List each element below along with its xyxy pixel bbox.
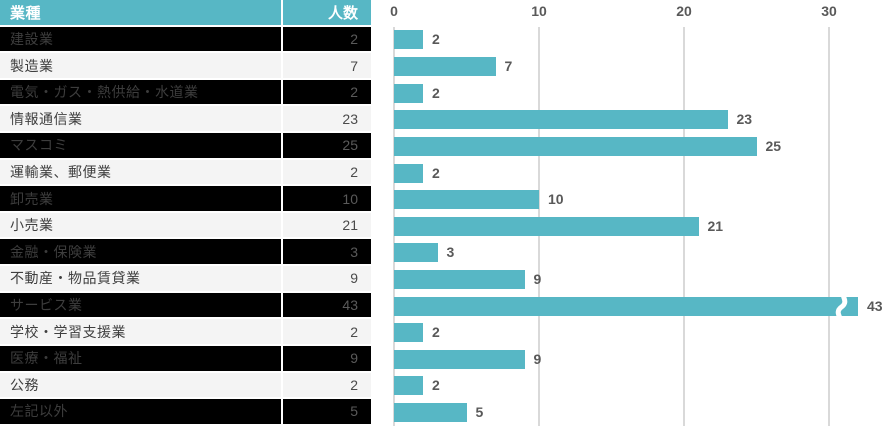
table-row: 左記以外 5 [0, 399, 371, 426]
industry-table: 業種 人数 建設業 2 製造業 7 電気・ガス・熱供給・水道業 2 情報通信業 23 マスコミ 2… [0, 0, 371, 426]
count-cell: 21 [342, 217, 358, 234]
bar [394, 190, 539, 210]
bar-value-label: 9 [533, 271, 542, 287]
gridline [828, 26, 830, 426]
table-row: 小売業 21 [0, 212, 371, 240]
count-cell: 7 [350, 57, 358, 74]
bar [394, 216, 699, 236]
count-cell: 3 [350, 243, 358, 260]
bar [394, 30, 423, 50]
count-cell: 2 [350, 84, 358, 101]
bar-value-label: 23 [736, 111, 753, 128]
bar-value-label: 7 [504, 58, 513, 75]
count-cell: 2 [350, 163, 358, 180]
table-row: サービス業 43 [0, 292, 371, 320]
axis-break-icon [832, 283, 856, 335]
table-row: マスコミ 25 [0, 133, 371, 160]
industry-cell: 電気・ガス・熱供給・水道業 [0, 79, 283, 105]
bar [394, 136, 757, 156]
count-cell: 23 [342, 110, 358, 127]
table-row: 電気・ガス・熱供給・水道業 2 [0, 79, 371, 107]
bar-value-label: 9 [533, 350, 542, 367]
table-row: 卸売業 10 [0, 186, 371, 213]
industry-cell: 小売業 [0, 212, 283, 238]
count-cell: 43 [342, 297, 358, 313]
bar-value-label: 2 [432, 84, 440, 101]
bar [394, 243, 438, 263]
table-row: 建設業 2 [0, 26, 371, 54]
table-row: 運輸業、郵便業 2 [0, 159, 371, 187]
bar [394, 323, 423, 343]
bar [394, 349, 525, 369]
bar [394, 270, 525, 289]
table-row: 学校・学習支援業 2 [0, 319, 371, 346]
column-header-count: 人数 [327, 4, 358, 22]
table-row: 公務 2 [0, 372, 371, 400]
bar-value-label: 5 [475, 404, 484, 421]
industry-cell: 金融・保険業 [0, 239, 283, 265]
bar [394, 376, 423, 396]
bar-value-label: 3 [446, 244, 455, 261]
table-body: 建設業 2 製造業 7 電気・ガス・熱供給・水道業 2 情報通信業 23 マスコミ 25 運輸業、郵… [0, 26, 371, 426]
industry-cell: 学校・学習支援業 [0, 319, 283, 344]
bar [394, 403, 467, 423]
count-cell: 9 [350, 270, 358, 287]
count-cell: 2 [350, 30, 358, 47]
table-row: 製造業 7 [0, 53, 371, 80]
bar-value-label: 2 [432, 31, 440, 48]
bar-value-label: 10 [548, 191, 564, 208]
bar-value-label: 2 [432, 324, 440, 341]
bar-value-label: 25 [765, 137, 782, 154]
bar-value-label: 2 [432, 164, 440, 181]
bar [394, 110, 728, 130]
count-cell: 10 [342, 190, 358, 207]
table-row: 情報通信業 23 [0, 106, 371, 134]
industry-cell: 建設業 [0, 26, 283, 52]
industry-cell: 運輸業、郵便業 [0, 159, 283, 185]
industry-cell: 卸売業 [0, 186, 283, 211]
industry-cell: マスコミ [0, 133, 283, 158]
industry-cell: 製造業 [0, 53, 283, 78]
industry-cell: サービス業 [0, 292, 283, 318]
industry-cell: 情報通信業 [0, 106, 283, 132]
bar [394, 57, 496, 77]
x-tick-label: 20 [676, 3, 692, 19]
count-cell: 25 [342, 137, 358, 154]
bar-value-label: 43 [867, 297, 883, 314]
column-header-industry: 業種 [0, 0, 283, 25]
table-row: 医療・福祉 9 [0, 345, 371, 373]
table-row: 金融・保険業 3 [0, 239, 371, 267]
x-tick-label: 0 [390, 3, 398, 19]
count-cell: 9 [350, 350, 358, 367]
x-tick-label: 10 [531, 3, 547, 19]
count-cell: 2 [350, 323, 358, 340]
bar [394, 296, 858, 316]
count-cell: 2 [350, 376, 358, 393]
bar-value-label: 21 [707, 217, 724, 234]
industry-cell: 不動産・物品賃貸業 [0, 266, 283, 291]
bar [394, 83, 423, 103]
bar-value-label: 2 [432, 377, 440, 394]
x-tick-label: 30 [821, 3, 837, 19]
table-row: 不動産・物品賃貸業 9 [0, 266, 371, 293]
industry-cell: 公務 [0, 372, 283, 398]
industry-cell: 左記以外 [0, 399, 283, 424]
bar [394, 163, 423, 183]
industry-cell: 医療・福祉 [0, 345, 283, 371]
count-cell: 5 [350, 403, 358, 420]
table-header-row: 業種 人数 [0, 0, 371, 27]
